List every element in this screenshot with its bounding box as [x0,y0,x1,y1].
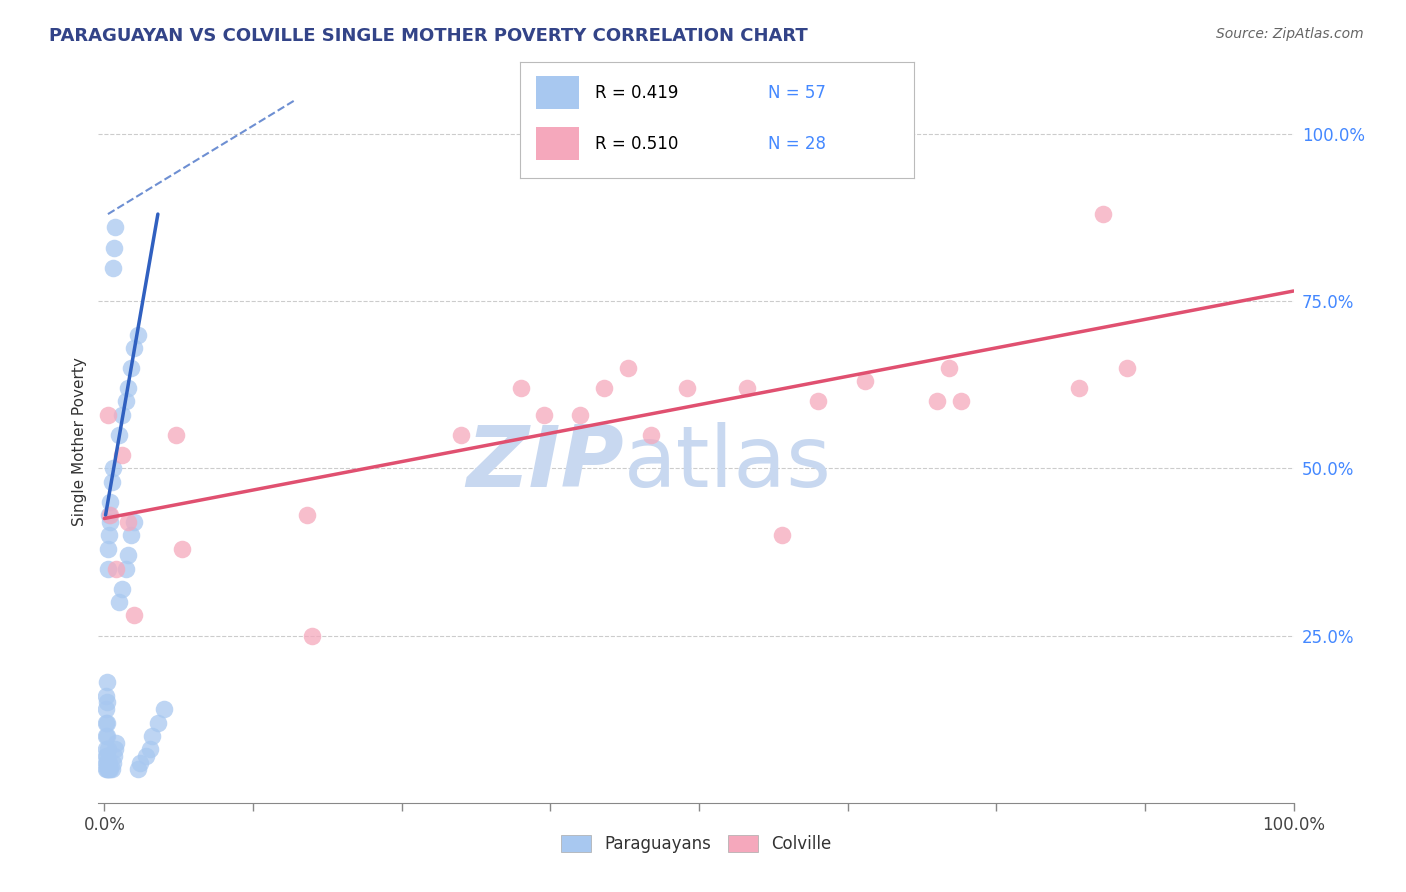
Point [592,381,614,395]
Text: atlas: atlas [624,422,832,505]
Point [96,756,118,770]
Point [127,327,149,342]
Point [104,742,127,756]
Text: R = 0.419: R = 0.419 [595,84,678,102]
Point [295,508,318,523]
Text: Source: ZipAtlas.com: Source: ZipAtlas.com [1216,27,1364,41]
Point [98,762,121,776]
Point [938,361,960,376]
Point [107,595,129,609]
Point [146,715,169,730]
Point [170,541,193,556]
Legend: Paraguayans, Colville: Paraguayans, Colville [554,828,838,860]
Point [770,528,793,542]
Point [1092,207,1115,221]
Point [97,756,120,770]
Point [114,562,136,576]
FancyBboxPatch shape [536,128,579,160]
Point [111,408,134,422]
Point [96,749,118,764]
Y-axis label: Single Mother Poverty: Single Mother Poverty [72,357,87,526]
Text: N = 28: N = 28 [768,135,827,153]
Point [100,762,122,776]
Point [94,756,117,770]
Point [122,341,145,355]
Point [98,508,121,523]
Point [97,408,120,422]
Point [135,749,157,764]
Point [855,375,877,389]
Point [640,427,662,442]
Point [114,394,136,409]
Text: PARAGUAYAN VS COLVILLE SINGLE MOTHER POVERTY CORRELATION CHART: PARAGUAYAN VS COLVILLE SINGLE MOTHER POV… [49,27,808,45]
Point [94,689,117,703]
Point [111,448,134,462]
Point [94,715,117,730]
Point [122,515,145,529]
Point [925,394,948,409]
Point [98,515,121,529]
Point [94,702,117,716]
Point [94,742,117,756]
Text: R = 0.510: R = 0.510 [595,135,678,153]
Point [101,461,124,475]
Text: ZIP: ZIP [467,422,624,505]
Point [107,427,129,442]
Point [676,381,699,395]
Point [533,408,555,422]
Point [569,408,592,422]
Point [101,756,124,770]
Point [100,475,122,489]
Point [1116,361,1139,376]
Point [122,608,145,623]
Point [141,729,163,743]
Point [735,381,758,395]
Point [1069,381,1091,395]
Point [94,729,117,743]
Point [103,241,125,255]
Point [105,735,128,749]
Point [94,749,117,764]
Point [98,762,121,776]
Point [97,742,120,756]
Point [120,528,142,542]
Point [509,381,531,395]
Point [98,494,121,508]
Point [96,762,118,776]
Point [98,508,121,523]
Point [117,381,139,395]
Point [96,675,118,690]
Point [450,427,472,442]
Point [98,756,121,770]
Point [127,762,149,776]
Point [949,394,972,409]
Point [94,762,117,776]
Point [807,394,830,409]
Point [117,515,139,529]
Point [98,528,121,542]
Point [97,541,120,556]
Point [105,562,128,576]
Point [96,729,118,743]
Point [96,715,118,730]
Point [97,562,120,576]
Point [117,548,139,563]
Point [111,582,134,596]
Point [616,361,638,376]
Point [97,762,120,776]
Point [120,361,142,376]
Point [129,756,152,770]
Point [301,628,323,642]
Point [165,427,187,442]
Point [101,260,124,275]
FancyBboxPatch shape [536,77,579,109]
Point [138,742,160,756]
Point [96,696,118,710]
Point [103,749,125,764]
Point [153,702,176,716]
Text: N = 57: N = 57 [768,84,827,102]
Point [104,220,127,235]
